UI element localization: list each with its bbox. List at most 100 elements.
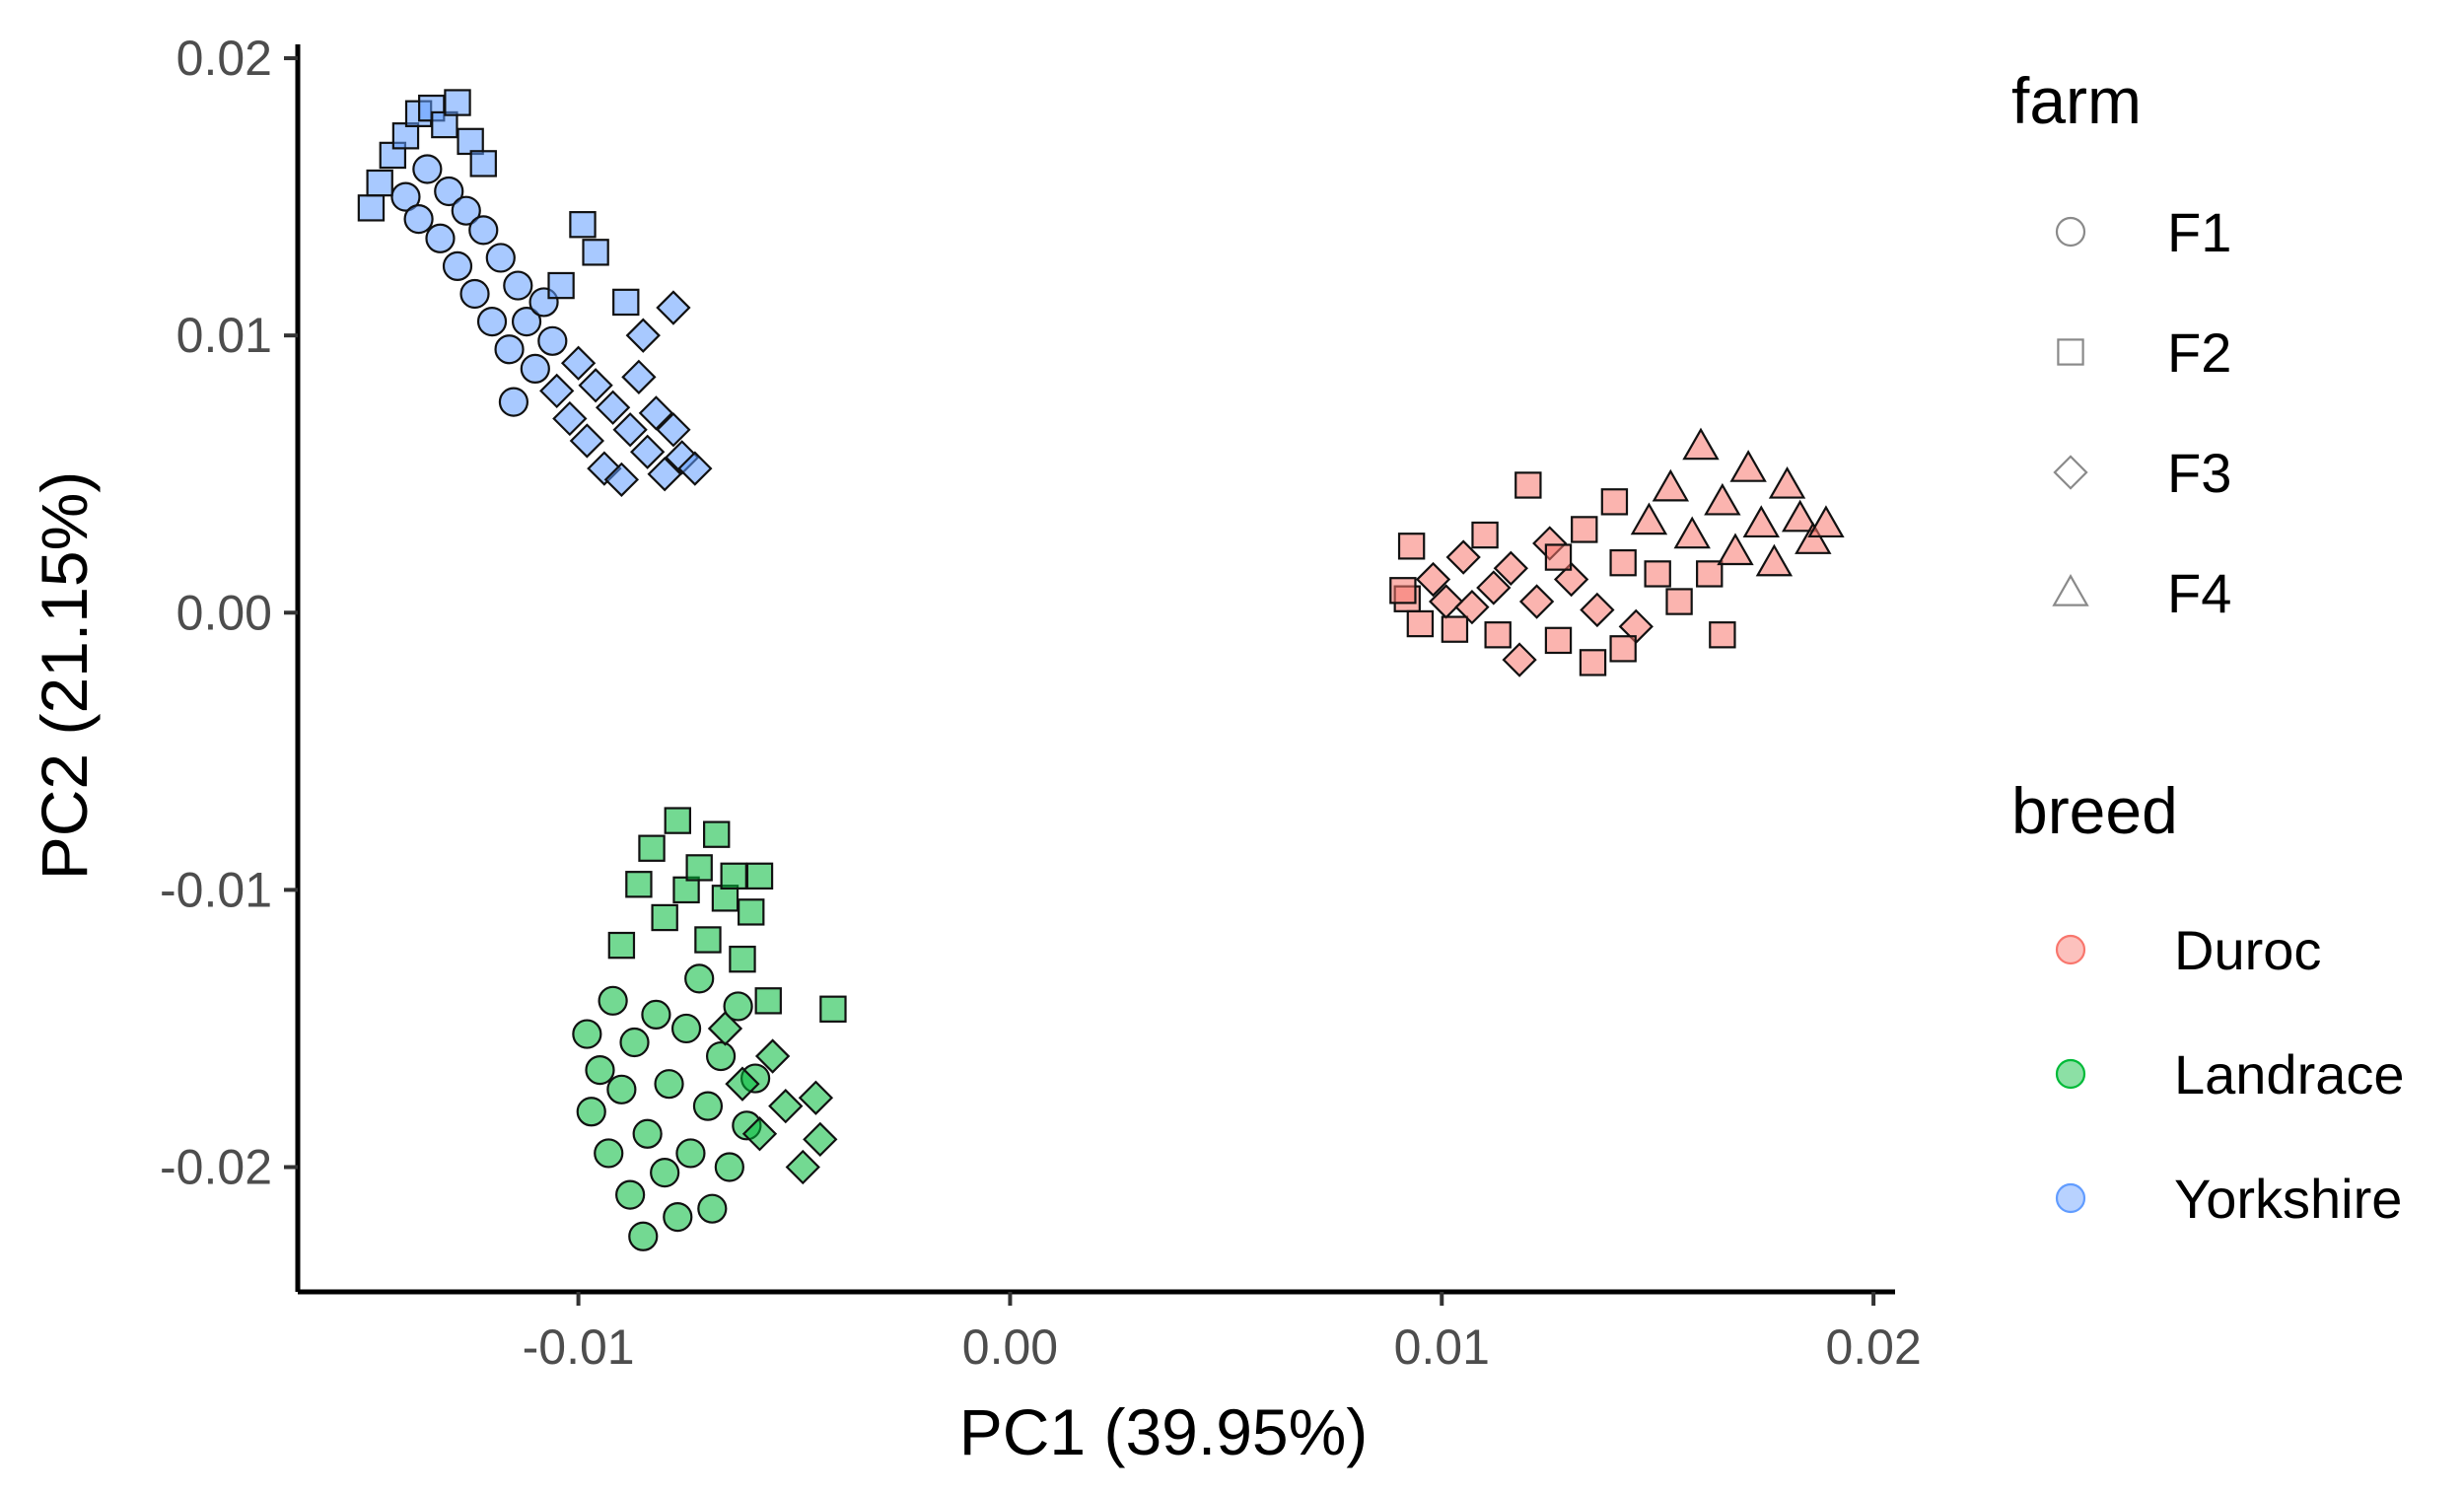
- data-point: [612, 412, 648, 448]
- data-point: [1397, 533, 1426, 560]
- data-point: [754, 1038, 791, 1074]
- legend-label: Duroc: [2174, 919, 2321, 981]
- data-point: [1717, 533, 1754, 566]
- data-point: [625, 318, 661, 353]
- y-tick-label: -0.02: [160, 1140, 272, 1195]
- data-point: [444, 89, 471, 116]
- data-point: [607, 931, 636, 960]
- data-point: [1415, 561, 1451, 598]
- data-point: [1781, 499, 1819, 533]
- legend-key-circle: [2055, 934, 2086, 965]
- data-point: [738, 898, 765, 926]
- data-point: [647, 457, 682, 492]
- x-tick-label: 0.00: [962, 1319, 1058, 1375]
- legend-label: F1: [2167, 201, 2231, 263]
- axes-layer: -0.01 0.00 0.01 0.02 -0.02 -0.01 0.00 0.01 0.02: [160, 31, 1922, 1375]
- data-point: [1652, 468, 1690, 502]
- data-point: [819, 995, 847, 1023]
- legend-label: F2: [2167, 321, 2231, 384]
- data-point: [537, 325, 568, 356]
- data-point: [569, 211, 597, 239]
- data-point: [1476, 570, 1512, 605]
- data-point: [1609, 635, 1637, 663]
- data-point: [434, 176, 464, 207]
- legend-item-f4: F4: [2052, 562, 2231, 624]
- data-point: [1389, 577, 1417, 605]
- data-point: [468, 215, 499, 246]
- data-point: [547, 271, 575, 300]
- data-point: [638, 395, 674, 431]
- data-point: [1580, 592, 1615, 628]
- legend-label: F3: [2167, 442, 2231, 504]
- data-point: [357, 194, 386, 222]
- legend-key-diamond: [2053, 455, 2088, 490]
- data-point: [629, 434, 666, 469]
- data-point: [539, 373, 575, 409]
- data-point: [685, 854, 713, 882]
- data-point: [1807, 505, 1845, 538]
- legend-item-landrace: Landrace: [2055, 1043, 2405, 1105]
- data-point: [785, 1149, 820, 1185]
- data-point: [598, 985, 628, 1016]
- data-point: [1600, 488, 1629, 516]
- y-tick-label: 0.01: [176, 308, 272, 363]
- legend-key-triangle: [2052, 573, 2089, 606]
- data-point: [1729, 450, 1767, 482]
- x-tick-label: 0.02: [1825, 1319, 1921, 1375]
- legend-key-circle: [2055, 216, 2086, 248]
- data-point: [1518, 584, 1555, 619]
- data-point: [1406, 609, 1435, 638]
- data-point: [725, 1066, 760, 1102]
- data-point: [391, 122, 420, 150]
- data-point: [1768, 465, 1806, 499]
- data-point: [552, 400, 588, 437]
- legend-item-f3: F3: [2053, 442, 2231, 504]
- legend-label: Landrace: [2174, 1043, 2405, 1105]
- legend-item-duroc: Duroc: [2055, 919, 2321, 981]
- data-point: [1709, 621, 1736, 649]
- data-point: [1484, 621, 1512, 649]
- data-point: [741, 1116, 778, 1152]
- data-point: [663, 1201, 693, 1233]
- data-point: [1445, 539, 1481, 575]
- data-point: [469, 150, 497, 178]
- data-point: [641, 999, 671, 1030]
- x-tick-label: 0.01: [1394, 1319, 1490, 1375]
- data-point: [803, 1121, 838, 1158]
- data-point: [1644, 560, 1671, 588]
- data-point: [494, 334, 525, 365]
- data-point: [677, 451, 713, 486]
- data-point: [675, 1138, 706, 1169]
- data-point: [1544, 543, 1573, 571]
- data-point: [665, 440, 700, 475]
- data-point: [1609, 548, 1637, 577]
- legend: farm F1 F2 F3 F4 breed Duroc Landrace Yorkshire: [2011, 64, 2405, 1230]
- data-point: [707, 1011, 743, 1046]
- data-point: [1696, 560, 1724, 588]
- data-point: [754, 987, 782, 1015]
- data-point: [1704, 482, 1741, 516]
- data-point: [425, 223, 456, 253]
- data-point: [1795, 522, 1832, 554]
- data-point: [572, 1019, 602, 1049]
- data-point: [656, 290, 691, 325]
- legend-key-circle: [2055, 1182, 2086, 1214]
- x-axis-title: PC1 (39.95%): [959, 1395, 1369, 1468]
- legend-key-square: [2057, 338, 2084, 366]
- legend-title-breed: breed: [2011, 774, 2178, 847]
- data-point: [1673, 516, 1711, 549]
- data-point: [606, 1074, 637, 1104]
- series-landrace: [572, 807, 847, 1251]
- legend-label: F4: [2167, 562, 2231, 624]
- data-point: [1493, 550, 1528, 586]
- points-layer: [357, 89, 1845, 1251]
- data-point: [670, 1013, 702, 1044]
- data-point: [1742, 505, 1780, 538]
- data-point: [1553, 561, 1589, 598]
- data-point: [1441, 615, 1469, 643]
- data-point: [585, 1055, 615, 1086]
- data-point: [498, 387, 529, 417]
- data-point: [672, 876, 700, 904]
